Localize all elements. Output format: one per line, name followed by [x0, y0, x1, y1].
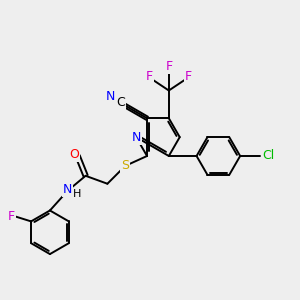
- Text: F: F: [165, 60, 172, 73]
- Text: N: N: [105, 90, 115, 104]
- Text: F: F: [185, 70, 192, 83]
- Text: S: S: [121, 159, 129, 172]
- Text: F: F: [8, 210, 15, 223]
- Text: O: O: [69, 148, 79, 160]
- Text: N: N: [63, 183, 73, 196]
- Text: Cl: Cl: [262, 149, 274, 163]
- Text: N: N: [131, 130, 141, 144]
- Text: C: C: [116, 96, 125, 110]
- Text: H: H: [73, 189, 81, 199]
- Text: F: F: [146, 70, 153, 83]
